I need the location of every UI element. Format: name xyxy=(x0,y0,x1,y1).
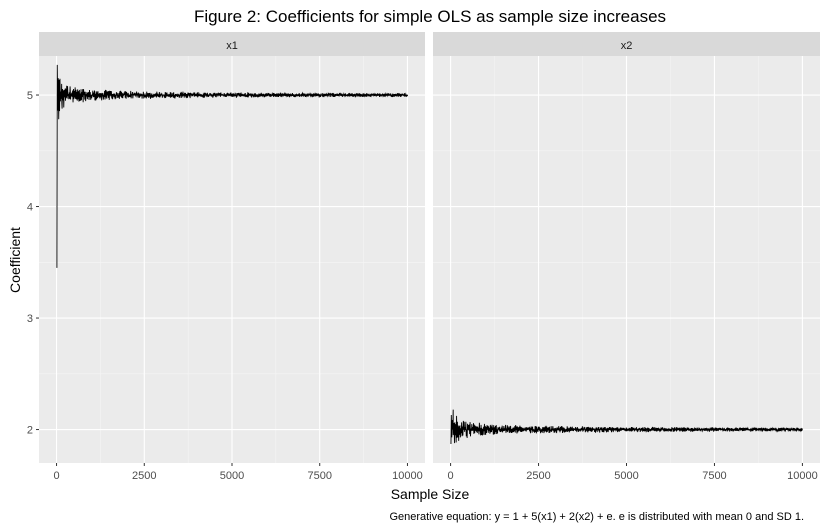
x-tick-label: 2500 xyxy=(526,470,550,482)
x-tick-label: 10000 xyxy=(787,470,818,482)
facet-strip-label: x2 xyxy=(621,40,633,52)
x-axis-title: Sample Size xyxy=(391,486,470,502)
x-tick-label: 5000 xyxy=(614,470,638,482)
facet-strip xyxy=(39,32,425,56)
facet-strip-label: x1 xyxy=(226,40,238,52)
facet-x2: x2 0 2500 5000 7500 10000 xyxy=(433,32,820,482)
x-tick-label: 5000 xyxy=(220,470,244,482)
x-tick-label: 7500 xyxy=(702,470,726,482)
facet-panels: x1 0 2500 5000 7500 10000 2 3 4 5 x2 0 2500 5000 7500 1… xyxy=(27,32,820,482)
chart-title: Figure 2: Coefficients for simple OLS as… xyxy=(194,7,666,26)
x-tick-label: 10000 xyxy=(392,470,423,482)
y-axis-title: Coefficient xyxy=(7,227,23,293)
y-tick-label: 4 xyxy=(27,202,33,214)
x-tick-label: 0 xyxy=(53,470,59,482)
y-tick-label: 5 xyxy=(27,90,33,102)
y-tick-label: 2 xyxy=(27,425,33,437)
x-tick-label: 0 xyxy=(448,470,454,482)
chart-caption: Generative equation: y = 1 + 5(x1) + 2(x… xyxy=(389,511,804,523)
series-line-x1 xyxy=(56,64,408,268)
series-line-x2 xyxy=(450,409,803,445)
facet-x1: x1 0 2500 5000 7500 10000 2 3 4 5 xyxy=(27,32,425,482)
facet-strip xyxy=(433,32,820,56)
x-tick-label: 7500 xyxy=(307,470,331,482)
x-tick-label: 2500 xyxy=(132,470,156,482)
y-tick-label: 3 xyxy=(27,313,33,325)
